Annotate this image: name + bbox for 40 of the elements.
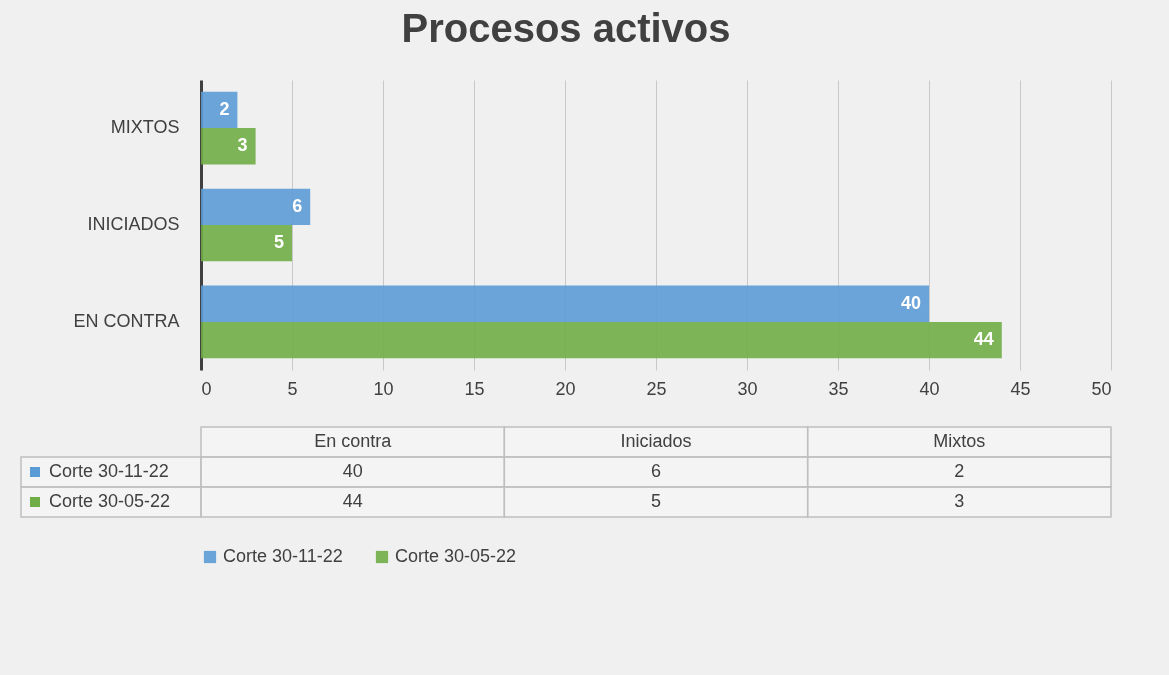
text: 5 <box>650 491 662 511</box>
data-label: 6 <box>292 195 303 216</box>
text: 3 <box>954 491 965 511</box>
text: Mixtos <box>933 431 986 451</box>
x-tick-label: 50 <box>1091 378 1112 399</box>
text: Iniciados <box>620 431 692 451</box>
legend-label: Corte 30-11-22 <box>49 461 169 481</box>
data-label: 3 <box>237 135 248 156</box>
data-label: 44 <box>973 329 994 350</box>
text: 44 <box>342 491 363 511</box>
text: 2 <box>954 461 965 481</box>
bar <box>201 321 1002 359</box>
bar <box>201 188 311 225</box>
y-tick-label: EN CONTRA <box>73 310 180 331</box>
x-tick-label: 25 <box>646 378 667 399</box>
data-label: 2 <box>219 98 230 119</box>
y-tick-label: MIXTOS <box>110 117 180 138</box>
chart-title: Procesos activos <box>401 6 731 50</box>
x-tick-label: 0 <box>201 378 212 399</box>
data-label: 5 <box>273 232 284 253</box>
y-tick-label: INICIADOS <box>87 214 180 234</box>
x-tick-label: 40 <box>919 378 940 399</box>
x-tick-label: 30 <box>737 378 758 399</box>
text: Corte 30-05-22 <box>395 546 517 566</box>
text: Corte 30-11-22 <box>223 546 343 566</box>
x-tick-label: 20 <box>555 378 576 399</box>
x-tick-label: 10 <box>373 378 394 399</box>
x-tick-label: 5 <box>287 378 298 399</box>
bar <box>201 225 292 262</box>
bar <box>201 128 256 165</box>
legend-label: Corte 30-05-22 <box>49 491 171 511</box>
text: En contra <box>314 431 393 451</box>
data-label: 40 <box>900 292 921 313</box>
x-tick-label: 35 <box>828 378 849 399</box>
text: 40 <box>342 461 363 481</box>
bar <box>201 91 238 129</box>
x-tick-label: 45 <box>1010 378 1031 399</box>
bar <box>201 285 929 322</box>
x-tick-label: 15 <box>464 378 485 399</box>
text: 6 <box>650 461 662 481</box>
